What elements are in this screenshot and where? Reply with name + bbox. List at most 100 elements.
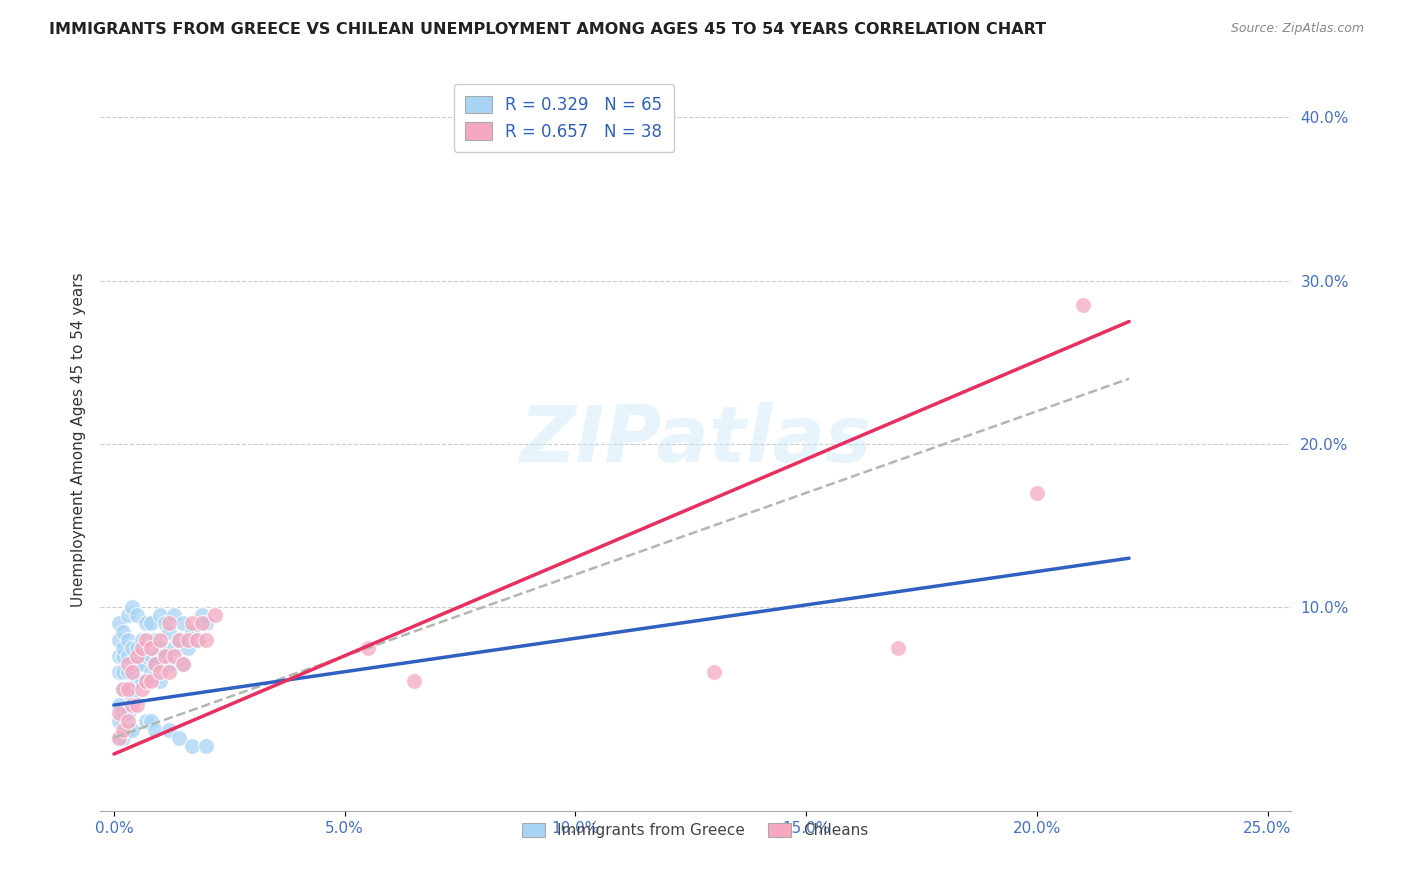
Point [181, 624, 204, 639]
Point [112, 681, 135, 696]
Point [107, 731, 129, 745]
Point [181, 739, 204, 753]
Point [887, 640, 910, 655]
Point [135, 714, 157, 729]
Point [131, 640, 153, 655]
Point [190, 616, 212, 631]
Point [117, 714, 139, 729]
Point [139, 673, 162, 688]
Point [121, 600, 143, 615]
Point [117, 665, 139, 680]
Point [145, 657, 167, 672]
Point [149, 640, 172, 655]
Point [135, 649, 157, 664]
Point [107, 714, 129, 729]
Point [117, 681, 139, 696]
Point [172, 657, 194, 672]
Point [157, 665, 180, 680]
Point [135, 673, 157, 688]
Point [357, 640, 380, 655]
Point [1071, 298, 1094, 312]
Point [121, 698, 143, 712]
Point [131, 657, 153, 672]
Point [139, 616, 162, 631]
Point [135, 616, 157, 631]
Point [117, 608, 139, 623]
Point [139, 714, 162, 729]
Point [153, 616, 176, 631]
Point [107, 616, 129, 631]
Point [107, 731, 129, 745]
Point [117, 681, 139, 696]
Point [195, 616, 218, 631]
Point [135, 673, 157, 688]
Point [149, 632, 172, 647]
Point [167, 632, 190, 647]
Point [112, 731, 135, 745]
Point [181, 616, 204, 631]
Point [121, 690, 143, 704]
Point [139, 640, 162, 655]
Point [195, 739, 218, 753]
Point [163, 640, 186, 655]
Point [163, 649, 186, 664]
Point [117, 632, 139, 647]
Point [167, 731, 190, 745]
Point [121, 665, 143, 680]
Point [121, 665, 143, 680]
Point [163, 608, 186, 623]
Point [112, 723, 135, 737]
Point [186, 632, 208, 647]
Point [135, 632, 157, 647]
Point [125, 608, 148, 623]
Point [402, 673, 425, 688]
Point [117, 649, 139, 664]
Point [172, 616, 194, 631]
Point [112, 706, 135, 721]
Point [157, 657, 180, 672]
Point [177, 640, 200, 655]
Point [107, 632, 129, 647]
Point [157, 616, 180, 631]
Point [112, 640, 135, 655]
Point [112, 649, 135, 664]
Point [149, 665, 172, 680]
Point [139, 649, 162, 664]
Point [153, 649, 176, 664]
Point [125, 698, 148, 712]
Point [157, 624, 180, 639]
Point [112, 681, 135, 696]
Point [139, 665, 162, 680]
Point [131, 681, 153, 696]
Point [125, 649, 148, 664]
Legend: Immigrants from Greece, Chileans: Immigrants from Greece, Chileans [516, 817, 875, 845]
Point [153, 649, 176, 664]
Point [125, 673, 148, 688]
Point [121, 640, 143, 655]
Point [117, 706, 139, 721]
Point [107, 698, 129, 712]
Point [107, 649, 129, 664]
Point [117, 657, 139, 672]
Point [177, 632, 200, 647]
Point [149, 608, 172, 623]
Point [1025, 486, 1047, 500]
Point [131, 673, 153, 688]
Point [195, 632, 218, 647]
Point [145, 723, 167, 737]
Point [190, 608, 212, 623]
Point [131, 632, 153, 647]
Point [703, 665, 725, 680]
Point [107, 706, 129, 721]
Point [112, 665, 135, 680]
Point [149, 673, 172, 688]
Point [145, 632, 167, 647]
Text: Source: ZipAtlas.com: Source: ZipAtlas.com [1230, 22, 1364, 36]
Point [112, 624, 135, 639]
Point [125, 640, 148, 655]
Point [117, 723, 139, 737]
Point [172, 657, 194, 672]
Text: ZIPatlas: ZIPatlas [519, 402, 872, 478]
Point [186, 632, 208, 647]
Point [167, 632, 190, 647]
